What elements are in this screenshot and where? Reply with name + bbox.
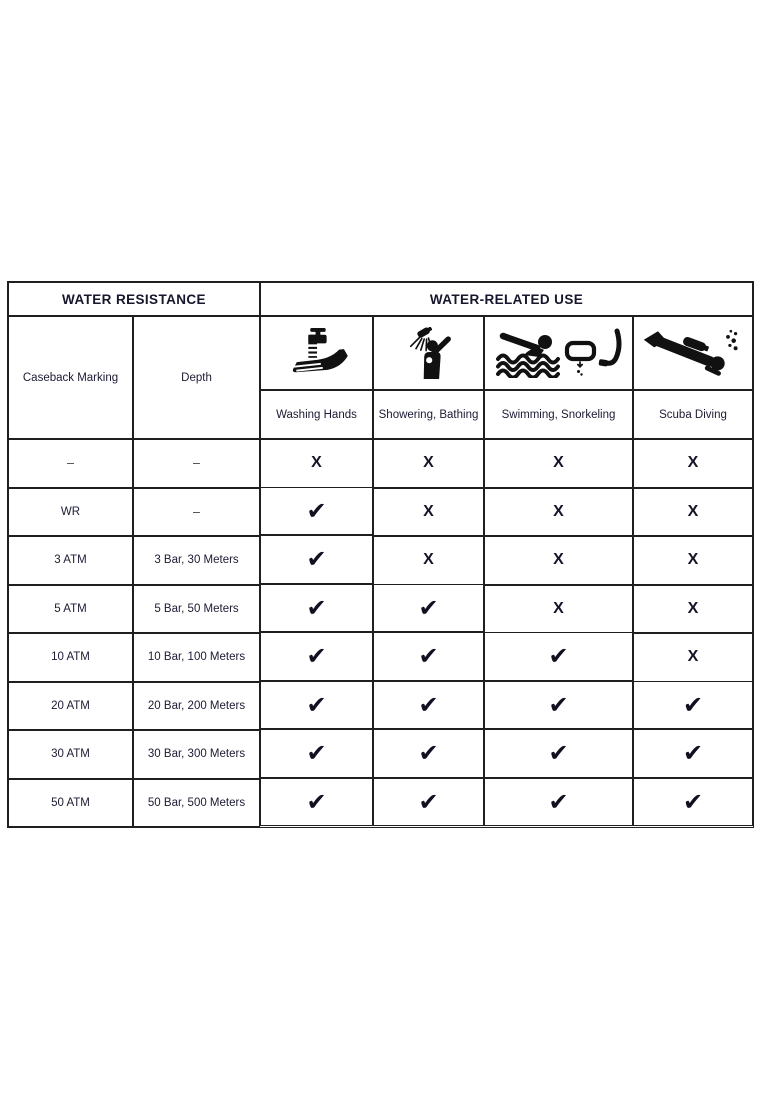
marking-cell: 50 ATM (8, 778, 133, 827)
use-mark-cell: ✔ (633, 680, 753, 729)
use-mark-cell: X (484, 487, 633, 536)
use-mark-cell: X (484, 584, 633, 633)
use-mark-cell: ✔ (373, 680, 484, 729)
use-mark-cell: X (373, 487, 484, 536)
use-mark-cell: ✔ (484, 632, 633, 681)
swimming-snorkeling-icon-cell (484, 316, 633, 390)
depth-cell: – (133, 487, 260, 536)
swimming-snorkeling-label: Swimming, Snorkeling (484, 390, 633, 439)
use-mark-cell: ✔ (373, 729, 484, 778)
use-mark-cell: ✔ (260, 777, 373, 826)
marking-cell: 20 ATM (8, 681, 133, 730)
depth-header: Depth (133, 316, 260, 439)
marking-cell: 5 ATM (8, 584, 133, 633)
scuba-diving-icon (643, 329, 738, 376)
use-mark-cell: ✔ (260, 680, 373, 729)
caseback-marking-header: Caseback Marking (8, 316, 133, 439)
use-mark-cell: ✔ (260, 729, 373, 778)
scuba-diving-icon-cell (633, 316, 753, 390)
depth-cell: 10 Bar, 100 Meters (133, 633, 260, 682)
use-mark-cell: X (633, 536, 753, 585)
use-mark-cell: ✔ (260, 486, 373, 535)
use-mark-cell: ✔ (484, 777, 633, 826)
marking-cell: 30 ATM (8, 730, 133, 779)
use-mark-cell: ✔ (484, 729, 633, 778)
use-mark-cell: ✔ (373, 632, 484, 681)
washing-hands-label: Washing Hands (260, 390, 373, 439)
showering-bathing-icon (409, 327, 451, 379)
use-mark-cell: ✔ (373, 583, 484, 632)
water-resistance-group-header: WATER RESISTANCE (8, 282, 260, 316)
washing-hands-icon (292, 328, 348, 373)
showering-bathing-label: Showering, Bathing (373, 390, 484, 439)
depth-cell: 30 Bar, 300 Meters (133, 730, 260, 779)
depth-cell: – (133, 439, 260, 488)
depth-cell: 20 Bar, 200 Meters (133, 681, 260, 730)
washing-hands-icon-cell (260, 316, 373, 390)
use-mark-cell: ✔ (633, 777, 753, 826)
depth-cell: 50 Bar, 500 Meters (133, 778, 260, 827)
use-mark-cell: X (633, 633, 753, 682)
use-mark-cell: ✔ (260, 632, 373, 681)
use-mark-cell: ✔ (260, 583, 373, 632)
use-mark-cell: ✔ (484, 680, 633, 729)
water-related-use-group-header: WATER-RELATED USE (260, 282, 753, 316)
use-mark-cell: X (484, 536, 633, 585)
depth-cell: 5 Bar, 50 Meters (133, 584, 260, 633)
use-mark-cell: ✔ (260, 535, 373, 584)
use-mark-cell: X (633, 439, 753, 488)
water-resistance-table: WATER RESISTANCE WATER-RELATED USE Caseb… (7, 281, 754, 828)
scuba-diving-label: Scuba Diving (633, 390, 753, 439)
use-mark-cell: ✔ (633, 729, 753, 778)
use-mark-cell: X (373, 536, 484, 585)
marking-cell: – (8, 439, 133, 488)
use-mark-cell: X (633, 487, 753, 536)
use-mark-cell: X (484, 439, 633, 488)
swimming-snorkeling-icon (495, 328, 621, 378)
depth-cell: 3 Bar, 30 Meters (133, 536, 260, 585)
marking-cell: 3 ATM (8, 536, 133, 585)
use-mark-cell: X (373, 439, 484, 488)
use-mark-cell: ✔ (373, 777, 484, 826)
use-mark-cell: X (633, 584, 753, 633)
marking-cell: 10 ATM (8, 633, 133, 682)
use-mark-cell: X (260, 439, 373, 488)
marking-cell: WR (8, 487, 133, 536)
showering-bathing-icon-cell (373, 316, 484, 390)
